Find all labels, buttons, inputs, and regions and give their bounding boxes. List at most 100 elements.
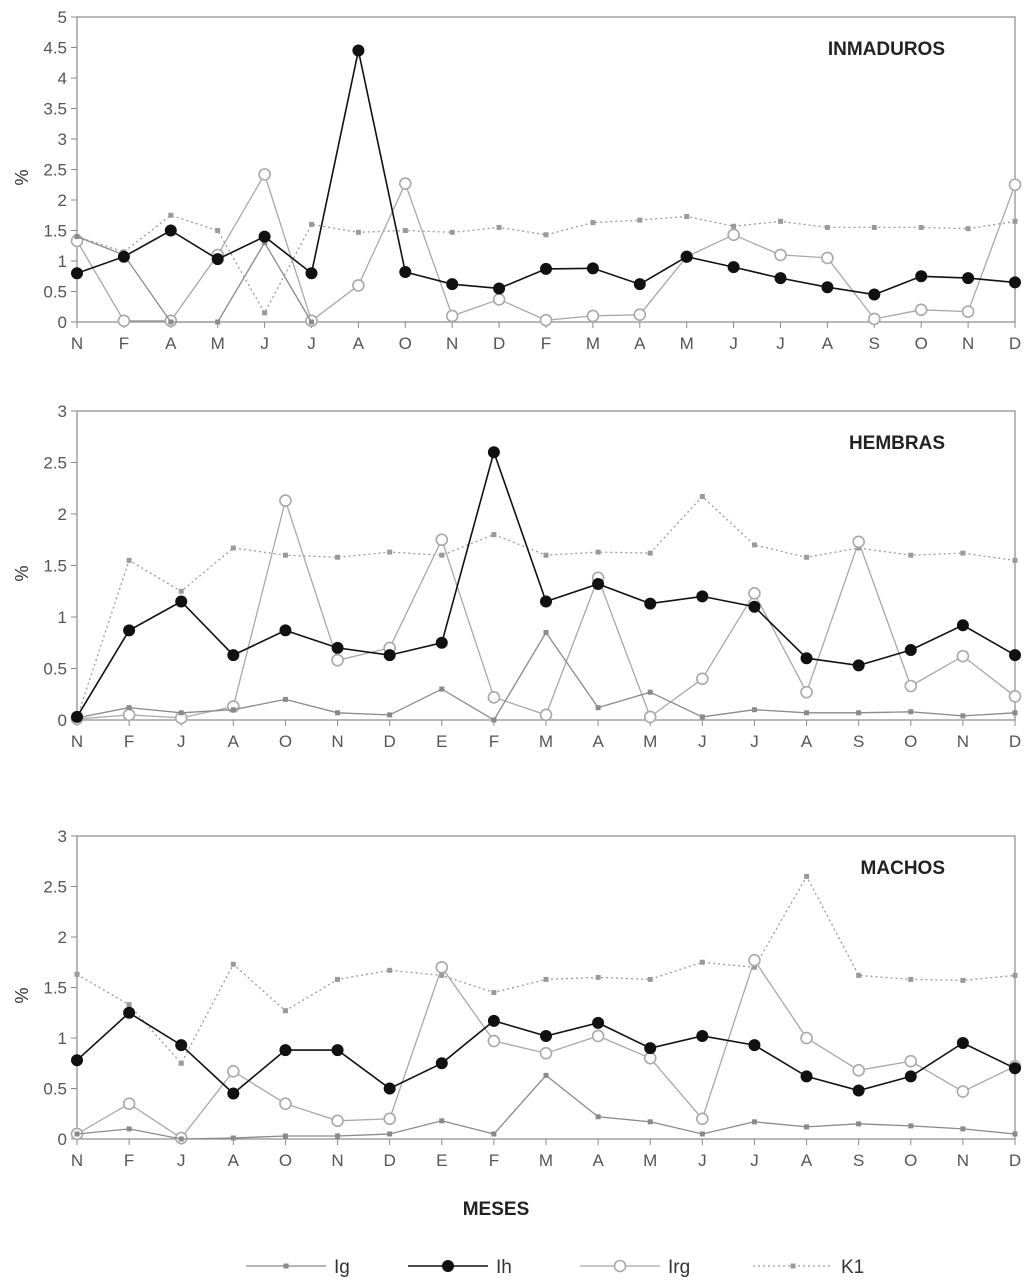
data-point-ig [856,1121,862,1127]
data-point-ih [852,659,865,672]
y-tick-label: 4 [58,69,67,88]
data-point-ih [727,261,740,274]
data-point-k1 [751,964,757,970]
data-point-irg [279,1097,292,1110]
data-point-ih [868,288,881,301]
series-ih [71,44,1021,301]
data-point-ih [71,710,83,723]
data-point-ih [227,1087,240,1100]
data-point-ih [1009,1062,1021,1075]
data-point-ih [696,1029,709,1042]
x-tick-label: N [71,732,83,751]
data-point-irg [122,708,136,722]
data-point-k1 [595,549,601,555]
x-tick-label: N [957,732,969,751]
legend-marker-k1 [790,1263,796,1269]
y-tick-label: 2 [58,505,67,524]
data-point-irg [914,303,928,317]
x-tick-label: O [279,732,292,751]
x-tick-label: A [592,1151,604,1170]
data-point-k1 [699,493,705,499]
data-point-k1 [496,224,502,230]
y-tick-label: 2.5 [43,161,67,180]
data-point-irg [586,309,600,323]
series-k1 [74,873,1018,1066]
y-tick-label: 0.5 [43,660,67,679]
data-point-ig [74,1131,80,1137]
x-tick-label: D [384,732,396,751]
data-point-ih [633,278,646,291]
plot-frame [76,835,1016,1140]
data-point-ih [852,1084,865,1097]
data-point-ig [595,705,601,711]
data-point-irg [643,1051,657,1065]
y-tick-label: 0.5 [43,1080,67,1099]
data-point-irg [904,1054,918,1068]
data-point-k1 [126,557,132,563]
data-point-irg [435,533,449,547]
x-tick-label: F [541,334,551,353]
x-axis-label: MESES [463,1199,530,1220]
data-point-k1 [543,976,549,982]
data-point-k1 [751,542,757,548]
data-point-irg [696,672,709,686]
y-tick-label: 3 [58,827,67,846]
legend-label-k1: K1 [841,1257,864,1278]
x-tick-label: A [165,334,177,353]
x-tick-label: M [539,732,553,751]
legend-marker-ig [283,1263,289,1269]
data-point-k1 [647,976,653,982]
data-point-k1 [439,552,445,558]
data-point-irg [821,251,834,265]
x-tick-label: E [436,1151,447,1170]
data-point-ig [335,710,341,716]
legend-label-ih: Ih [496,1257,512,1278]
data-point-irg [956,649,970,663]
data-point-ih [487,446,500,459]
data-point-k1 [387,549,393,555]
data-point-ih [211,253,224,266]
data-point-k1 [491,532,497,538]
legend-label-ig: Ig [334,1257,350,1278]
data-point-k1 [355,229,361,235]
data-point-ig [178,710,184,716]
data-point-k1 [439,972,445,978]
data-point-ig [309,319,314,325]
data-point-ih [305,267,318,280]
data-point-k1 [918,224,924,230]
x-tick-label: A [822,334,834,353]
data-point-ig [335,1133,341,1139]
data-point-k1 [230,961,236,967]
y-tick-label: 0 [58,711,67,730]
data-point-irg [748,953,761,967]
data-point-k1 [1012,557,1018,563]
data-point-k1 [590,220,596,226]
data-point-irg [852,535,865,549]
data-point-ih [696,590,709,603]
x-tick-label: M [586,334,600,353]
data-point-ih [592,1016,605,1029]
x-tick-label: O [279,1151,292,1170]
x-tick-label: F [489,732,499,751]
data-point-k1 [699,959,705,965]
legend-marker-ih [442,1260,454,1272]
data-point-ig [387,1131,393,1137]
x-tick-label: J [307,334,316,353]
x-tick-label: J [698,732,707,751]
y-tick-label: 1 [58,252,67,271]
x-tick-label: N [331,1151,343,1170]
x-tick-label: J [750,732,759,751]
data-point-ih [435,636,448,649]
data-point-k1 [908,552,914,558]
data-point-ig [439,1118,445,1124]
data-point-ig [699,714,705,720]
data-point-irg [727,228,740,242]
data-point-ih [540,1029,552,1042]
legend-label-irg: Irg [668,1257,690,1278]
data-point-irg [539,708,553,722]
data-point-k1 [804,554,810,560]
data-point-ig [74,234,80,240]
data-point-irg [117,314,131,328]
data-point-k1 [402,228,408,233]
